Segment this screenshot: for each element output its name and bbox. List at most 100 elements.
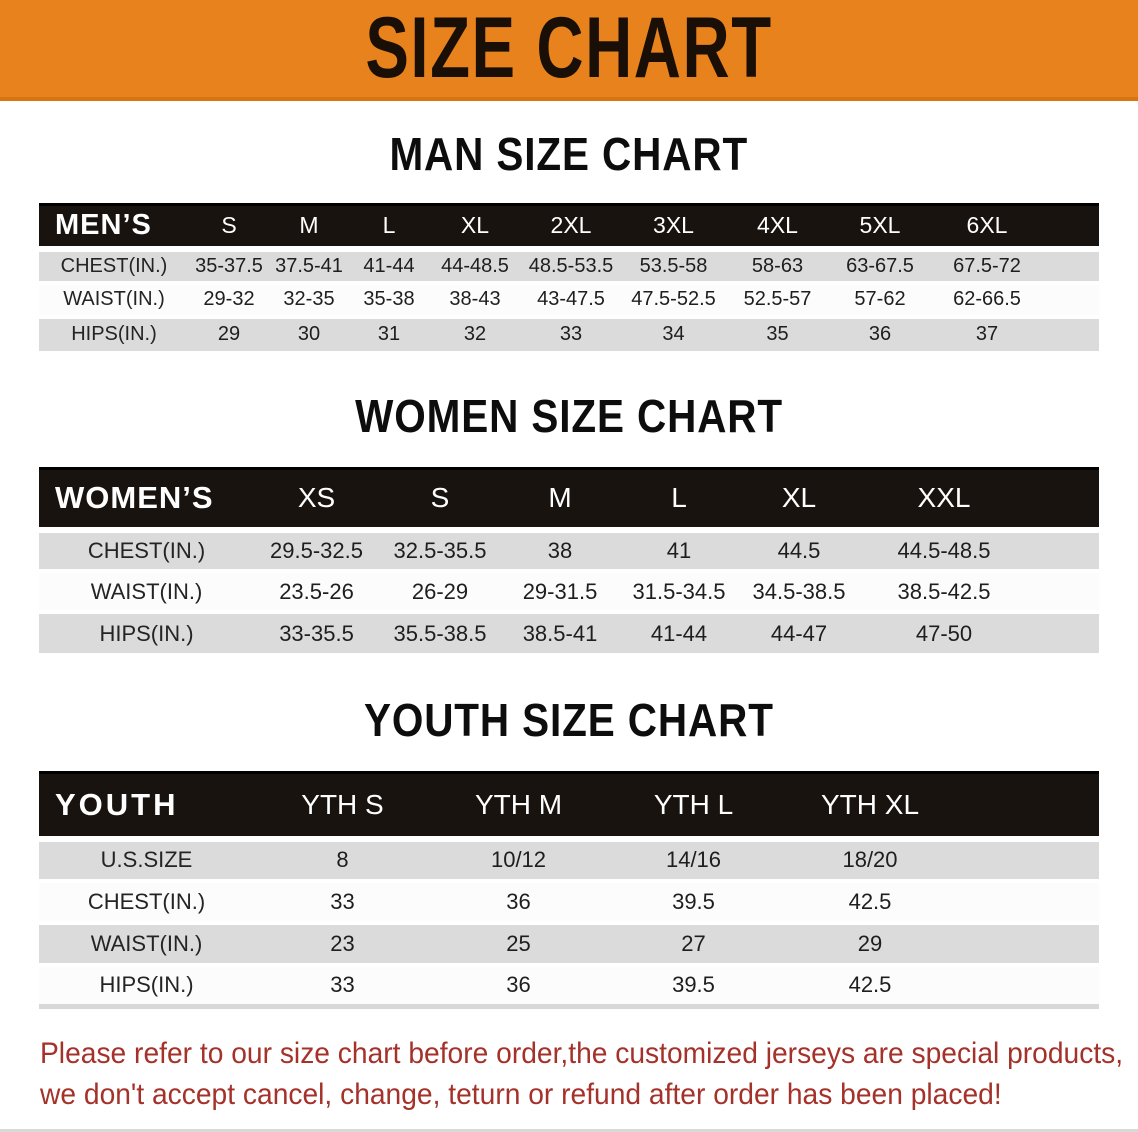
size-value: 41-44 bbox=[619, 612, 739, 653]
size-chart-banner: SIZE CHART bbox=[0, 0, 1138, 101]
row-label: CHEST(IN.) bbox=[39, 880, 254, 925]
size-value: 35.5-38.5 bbox=[379, 612, 501, 653]
size-value: 53.5-58 bbox=[621, 248, 726, 285]
size-chart-banner-title: SIZE CHART bbox=[365, 0, 773, 96]
women-section-title: WOMEN SIZE CHART bbox=[0, 389, 1138, 443]
size-column-header: XS bbox=[254, 466, 379, 533]
notice-line-2: we don't accept cancel, change, teturn o… bbox=[40, 1078, 1002, 1111]
row-label: HIPS(IN.) bbox=[39, 316, 189, 351]
size-value: 33 bbox=[521, 316, 621, 351]
youth-header-row: YOUTH YTH S YTH M YTH L YTH XL bbox=[39, 771, 1099, 842]
size-value: 36 bbox=[431, 880, 606, 925]
size-value: 44-47 bbox=[739, 612, 859, 653]
size-value: 35-38 bbox=[349, 282, 429, 319]
size-value: 43-47.5 bbox=[521, 282, 621, 319]
size-value: 18/20 bbox=[781, 838, 1099, 883]
size-column-header: YTH XL bbox=[781, 771, 1099, 842]
row-label: WAIST(IN.) bbox=[39, 571, 254, 614]
size-value: 33-35.5 bbox=[254, 612, 379, 653]
size-value: 44.5-48.5 bbox=[859, 530, 1099, 573]
size-value: 52.5-57 bbox=[726, 282, 829, 319]
size-column-header: L bbox=[619, 466, 739, 533]
table-row: CHEST(IN.) 33 36 39.5 42.5 bbox=[39, 880, 1099, 925]
size-value: 67.5-72 bbox=[931, 248, 1099, 285]
size-value: 36 bbox=[431, 964, 606, 1007]
size-column-header: 3XL bbox=[621, 203, 726, 252]
size-value: 35-37.5 bbox=[189, 248, 269, 285]
size-value: 31.5-34.5 bbox=[619, 571, 739, 614]
table-row: WAIST(IN.) 29-32 32-35 35-38 38-43 43-47… bbox=[39, 282, 1099, 319]
size-value: 62-66.5 bbox=[931, 282, 1099, 319]
size-column-header: M bbox=[501, 466, 619, 533]
size-value: 29.5-32.5 bbox=[254, 530, 379, 573]
table-row: WAIST(IN.) 23 25 27 29 bbox=[39, 922, 1099, 967]
size-column-header: M bbox=[269, 203, 349, 252]
row-label: WAIST(IN.) bbox=[39, 922, 254, 967]
row-label: WAIST(IN.) bbox=[39, 282, 189, 319]
size-value: 44.5 bbox=[739, 530, 859, 573]
size-value: 41-44 bbox=[349, 248, 429, 285]
size-value: 31 bbox=[349, 316, 429, 351]
size-value: 38-43 bbox=[429, 282, 521, 319]
size-value: 34 bbox=[621, 316, 726, 351]
table-row: WAIST(IN.) 23.5-26 26-29 29-31.5 31.5-34… bbox=[39, 571, 1099, 614]
size-value: 38 bbox=[501, 530, 619, 573]
size-value: 30 bbox=[269, 316, 349, 351]
men-size-table: MEN’S S M L XL 2XL 3XL 4XL 5XL 6XL CHEST… bbox=[39, 203, 1099, 351]
table-row: HIPS(IN.) 29 30 31 32 33 34 35 36 37 bbox=[39, 316, 1099, 351]
table-row: U.S.SIZE 8 10/12 14/16 18/20 bbox=[39, 838, 1099, 883]
size-column-header: XL bbox=[429, 203, 521, 252]
youth-table-corner-header: YOUTH bbox=[39, 771, 254, 842]
men-section-title: MAN SIZE CHART bbox=[0, 127, 1138, 181]
size-value: 29-32 bbox=[189, 282, 269, 319]
size-column-header: YTH S bbox=[254, 771, 431, 842]
youth-size-table: YOUTH YTH S YTH M YTH L YTH XL U.S.SIZE … bbox=[39, 771, 1099, 1009]
size-value: 44-48.5 bbox=[429, 248, 521, 285]
size-value: 32-35 bbox=[269, 282, 349, 319]
size-value: 32.5-35.5 bbox=[379, 530, 501, 573]
women-size-table: WOMEN’S XS S M L XL XXL CHEST(IN.) 29.5-… bbox=[39, 466, 1099, 653]
row-label: HIPS(IN.) bbox=[39, 964, 254, 1007]
bottom-edge-line bbox=[0, 1129, 1138, 1132]
size-value: 47.5-52.5 bbox=[621, 282, 726, 319]
size-column-header: L bbox=[349, 203, 429, 252]
table-row: CHEST(IN.) 35-37.5 37.5-41 41-44 44-48.5… bbox=[39, 248, 1099, 285]
size-value: 29-31.5 bbox=[501, 571, 619, 614]
women-section-title-text: WOMEN SIZE CHART bbox=[355, 389, 783, 442]
table-row: HIPS(IN.) 33-35.5 35.5-38.5 38.5-41 41-4… bbox=[39, 612, 1099, 653]
size-value: 8 bbox=[254, 838, 431, 883]
size-value: 37.5-41 bbox=[269, 248, 349, 285]
row-label: U.S.SIZE bbox=[39, 838, 254, 883]
row-label: CHEST(IN.) bbox=[39, 530, 254, 573]
size-value: 38.5-42.5 bbox=[859, 571, 1099, 614]
size-value: 41 bbox=[619, 530, 739, 573]
size-value: 36 bbox=[829, 316, 931, 351]
size-value: 58-63 bbox=[726, 248, 829, 285]
size-column-header: YTH L bbox=[606, 771, 781, 842]
women-table-corner-header: WOMEN’S bbox=[39, 466, 254, 533]
size-value: 10/12 bbox=[431, 838, 606, 883]
men-section-title-text: MAN SIZE CHART bbox=[389, 128, 749, 180]
size-value: 42.5 bbox=[781, 880, 1099, 925]
size-value: 29 bbox=[781, 922, 1099, 967]
size-value: 47-50 bbox=[859, 612, 1099, 653]
size-value: 27 bbox=[606, 922, 781, 967]
women-header-row: WOMEN’S XS S M L XL XXL bbox=[39, 466, 1099, 533]
size-value: 37 bbox=[931, 316, 1099, 351]
size-value: 39.5 bbox=[606, 880, 781, 925]
size-value: 25 bbox=[431, 922, 606, 967]
men-table-corner-header: MEN’S bbox=[39, 203, 189, 252]
size-value: 39.5 bbox=[606, 964, 781, 1007]
size-value: 14/16 bbox=[606, 838, 781, 883]
table-row: HIPS(IN.) 33 36 39.5 42.5 bbox=[39, 964, 1099, 1007]
size-value: 48.5-53.5 bbox=[521, 248, 621, 285]
size-value: 57-62 bbox=[829, 282, 931, 319]
size-column-header: S bbox=[189, 203, 269, 252]
size-value: 63-67.5 bbox=[829, 248, 931, 285]
order-notice: Please refer to our size chart before or… bbox=[40, 1033, 1138, 1115]
notice-line-1: Please refer to our size chart before or… bbox=[40, 1037, 1124, 1070]
size-column-header: 4XL bbox=[726, 203, 829, 252]
size-column-header: 6XL bbox=[931, 203, 1099, 252]
size-column-header: XXL bbox=[859, 466, 1099, 533]
size-value: 33 bbox=[254, 964, 431, 1007]
